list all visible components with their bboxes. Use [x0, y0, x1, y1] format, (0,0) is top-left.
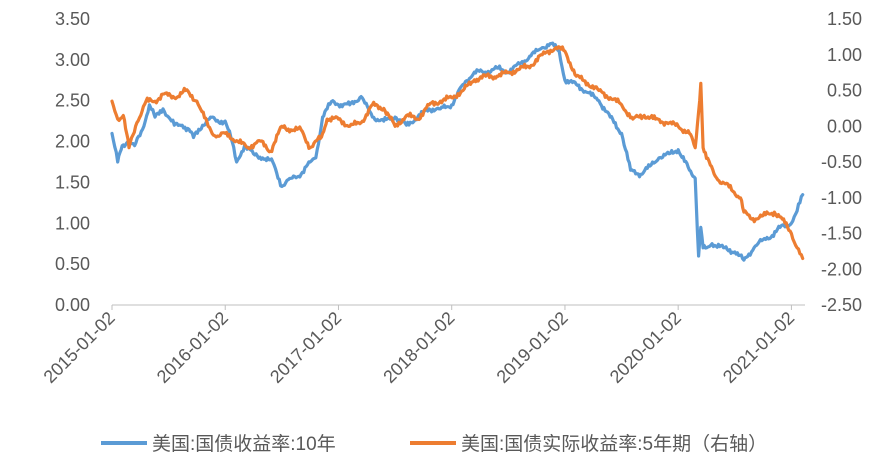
plot-area — [110, 41, 805, 262]
y-left-tick-label: 1.00 — [55, 213, 90, 233]
y-left-tick-label: 0.00 — [55, 295, 90, 315]
x-tick-label: 2017-01-02 — [266, 308, 345, 387]
y-right-tick-label: -0.50 — [821, 152, 862, 172]
x-tick-label: 2021-01-02 — [719, 308, 798, 387]
y-right-tick-label: 1.50 — [827, 9, 862, 29]
y-right-tick-label: -1.00 — [821, 188, 862, 208]
y-axis-left: 0.00 0.50 1.00 1.50 2.00 2.50 3.00 3.50 — [55, 9, 90, 315]
y-left-tick-label: 2.00 — [55, 132, 90, 152]
y-left-tick-label: 2.50 — [55, 91, 90, 111]
series-line-yield-10y — [110, 41, 805, 262]
y-axis-right: -2.50 -2.00 -1.50 -1.00 -0.50 0.00 0.50 1.00 1.5… — [821, 9, 862, 315]
x-tick-label: 2015-01-02 — [40, 308, 119, 387]
legend-label: 美国:国债收益率:10年 — [152, 433, 336, 455]
legend: 美国:国债收益率:10年 美国:国债实际收益率:5年期（右轴） — [101, 433, 767, 455]
y-right-tick-label: 0.00 — [827, 116, 862, 136]
x-tick-label: 2016-01-02 — [153, 308, 232, 387]
y-left-tick-label: 3.50 — [55, 9, 90, 29]
y-right-tick-label: 0.50 — [827, 81, 862, 101]
y-left-tick-label: 1.50 — [55, 172, 90, 192]
x-axis: 2015-01-02 2016-01-02 2017-01-02 2018-01-02… — [40, 305, 798, 387]
x-tick-label: 2019-01-02 — [493, 308, 572, 387]
y-right-tick-label: 1.00 — [827, 45, 862, 65]
y-right-tick-label: -1.50 — [821, 224, 862, 244]
y-right-tick-label: -2.00 — [821, 259, 862, 279]
x-tick-label: 2018-01-02 — [379, 308, 458, 387]
legend-label: 美国:国债实际收益率:5年期（右轴） — [461, 433, 767, 455]
y-left-tick-label: 3.00 — [55, 50, 90, 70]
y-left-tick-label: 0.50 — [55, 254, 90, 274]
x-tick-label: 2020-01-02 — [606, 308, 685, 387]
y-right-tick-label: -2.50 — [821, 295, 862, 315]
series-line-real-yield-5y — [110, 45, 805, 261]
